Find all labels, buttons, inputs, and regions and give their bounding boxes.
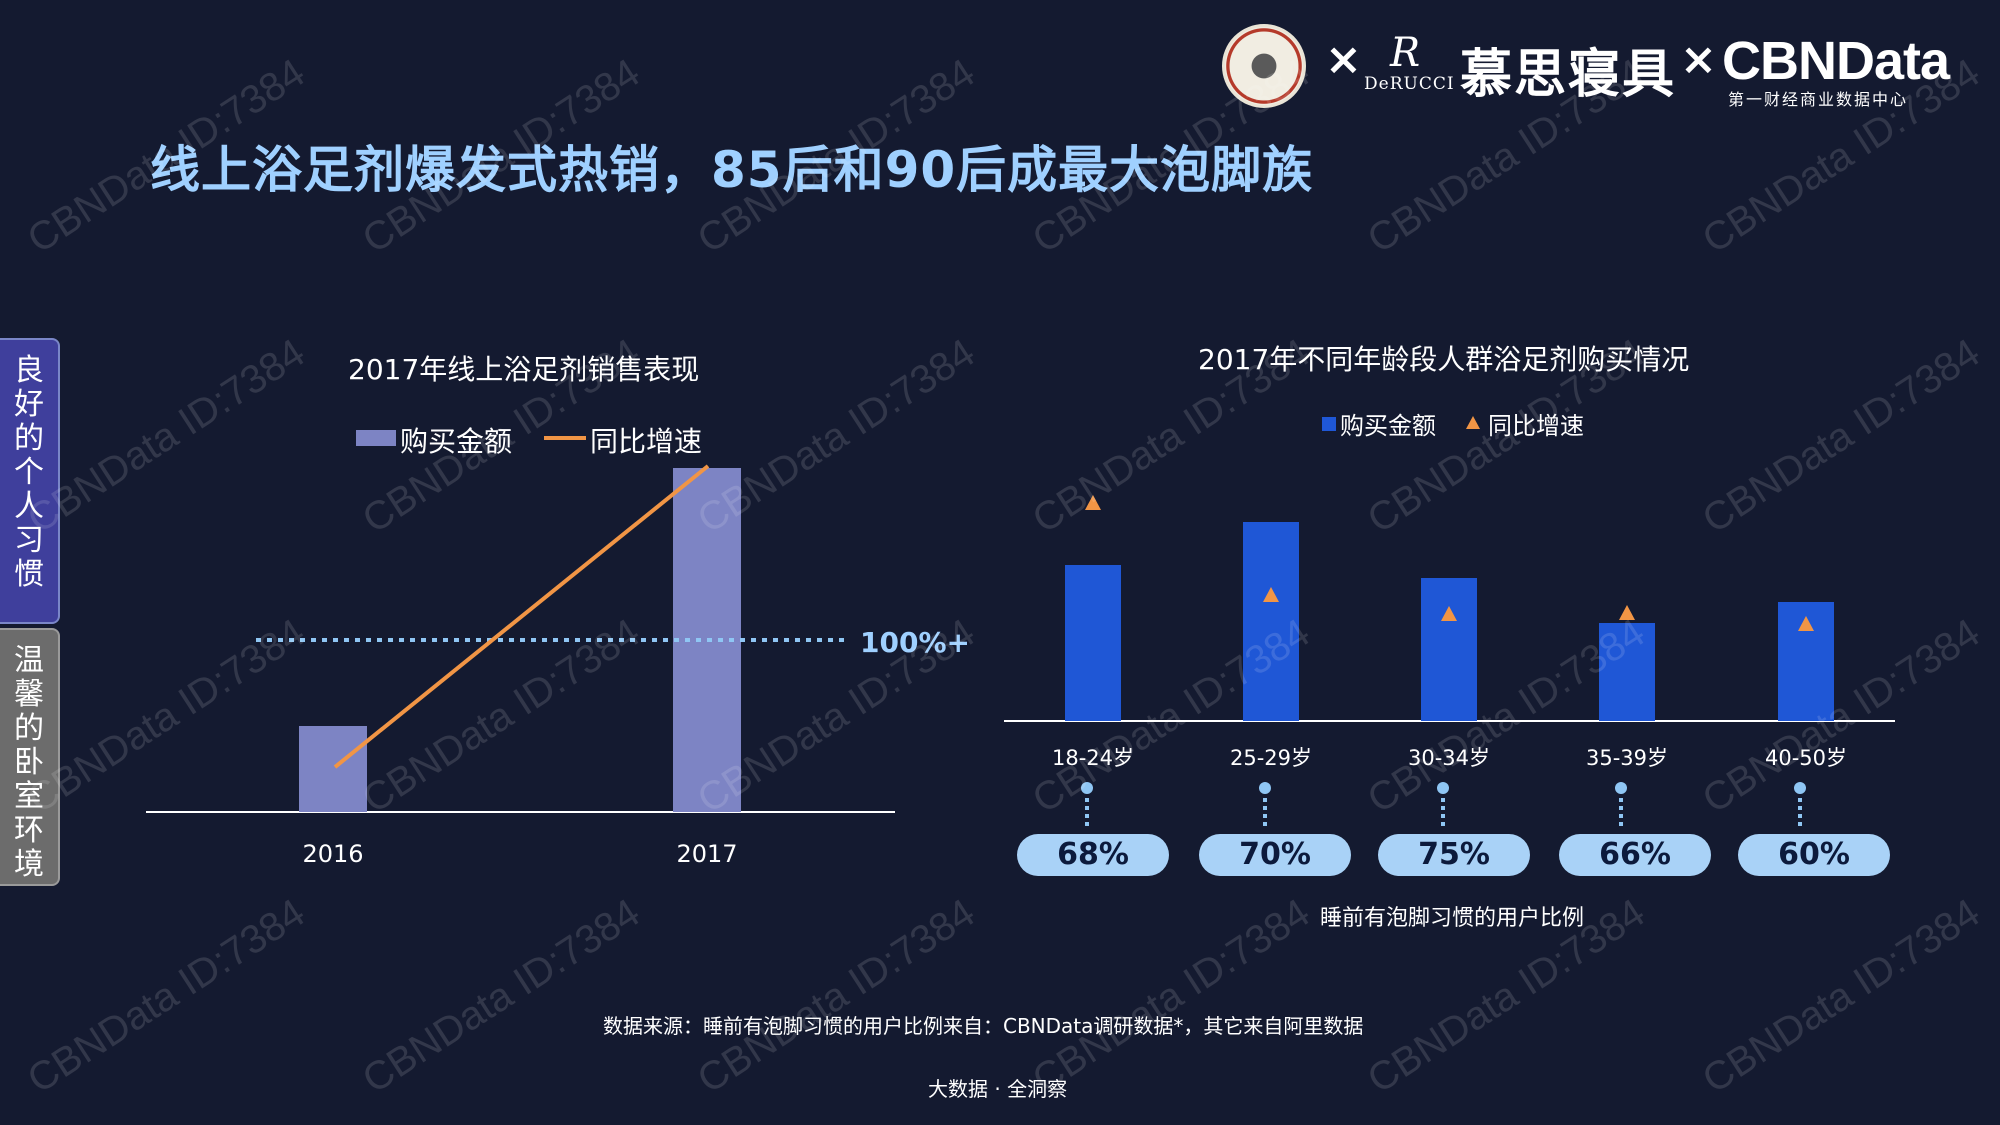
- left-chart-title: 2017年线上浴足剂销售表现: [348, 353, 700, 386]
- age-tick: 35-39岁: [1586, 746, 1668, 770]
- connector-dot: [1437, 782, 1449, 794]
- data-source-note: 数据来源：睡前有泡脚习惯的用户比例来自：CBNData调研数据*，其它来自阿里数…: [603, 1014, 1364, 1038]
- age-tick: 40-50岁: [1765, 746, 1847, 770]
- age-bar: [1421, 578, 1477, 721]
- legend-label-growth: 同比增速: [590, 425, 703, 458]
- side-tab-char: 温: [14, 643, 44, 678]
- side-tab-bedroom-environment[interactable]: 温 馨 的 卧 室 环 境: [0, 628, 60, 886]
- habit-caption: 睡前有泡脚习惯的用户比例: [1320, 906, 1585, 931]
- connector-dot: [1259, 782, 1271, 794]
- connector-dot: [1794, 782, 1806, 794]
- growth-marker: [1619, 605, 1635, 620]
- legend-label-amount: 购买金额: [400, 425, 513, 458]
- legend-label-amount-right: 购买金额: [1340, 412, 1436, 440]
- side-tab-char: 个: [14, 455, 44, 490]
- side-tab-char: 室: [14, 779, 44, 814]
- page-title: 线上浴足剂爆发式热销，85后和90后成最大泡脚族: [150, 141, 1314, 199]
- side-tab-char: 良: [14, 353, 44, 388]
- side-tab-char: 的: [14, 421, 44, 456]
- growth-marker: [1263, 587, 1279, 602]
- side-tab-char: 境: [14, 847, 44, 882]
- side-tab-char: 的: [14, 711, 44, 746]
- reference-label: 100%+: [860, 626, 970, 659]
- legend-swatch-growth: [544, 436, 586, 440]
- growth-marker: [1798, 616, 1814, 631]
- growth-line: [333, 464, 710, 769]
- side-tab-char: 习: [14, 523, 44, 558]
- connector-dot: [1081, 782, 1093, 794]
- age-bar: [1065, 565, 1121, 721]
- bar-2016: [299, 726, 367, 812]
- derucci-logo-text: DeRUCCI: [1364, 74, 1455, 94]
- cbndata-logo-subtitle: 第一财经商业数据中心: [1728, 90, 1909, 109]
- derucci-mark-logo: R: [1390, 30, 1421, 76]
- footer-tagline: 大数据 · 全洞察: [928, 1077, 1068, 1101]
- side-tab-char: 馨: [14, 677, 44, 712]
- legend-label-growth-right: 同比增速: [1488, 412, 1584, 440]
- age-bar: [1243, 522, 1299, 721]
- age-tick: 30-34岁: [1408, 746, 1490, 770]
- growth-marker: [1085, 495, 1101, 510]
- side-tab-char: 环: [14, 813, 44, 848]
- age-bar: [1599, 623, 1655, 721]
- side-tab-char: 好: [14, 387, 44, 422]
- side-tab-char: 惯: [14, 557, 44, 592]
- legend-swatch-amount-right: [1322, 417, 1336, 431]
- growth-marker: [1441, 606, 1457, 621]
- side-tab-personal-habits[interactable]: 良 好 的 个 人 习 惯: [0, 338, 60, 624]
- cbndata-logo: CBNData: [1722, 31, 1950, 91]
- age-tick: 18-24岁: [1052, 746, 1134, 770]
- brand-cn-logo: 慕思寝具: [1460, 44, 1677, 105]
- age-tick: 25-29岁: [1230, 746, 1312, 770]
- side-tab-char: 人: [14, 489, 44, 524]
- side-tab-char: 卧: [14, 745, 44, 780]
- triangle-legend-icon: [1466, 416, 1480, 429]
- times-symbol-1: ×: [1325, 34, 1362, 85]
- times-symbol-2: ×: [1680, 34, 1717, 85]
- connector-dot: [1615, 782, 1627, 794]
- legend-swatch-amount: [356, 430, 396, 446]
- x-tick-2017: 2017: [676, 840, 737, 868]
- x-tick-2016: 2016: [302, 840, 363, 868]
- right-chart-title: 2017年不同年龄段人群浴足剂购买情况: [1198, 343, 1690, 376]
- sleep-research-seal-logo: [1222, 24, 1306, 108]
